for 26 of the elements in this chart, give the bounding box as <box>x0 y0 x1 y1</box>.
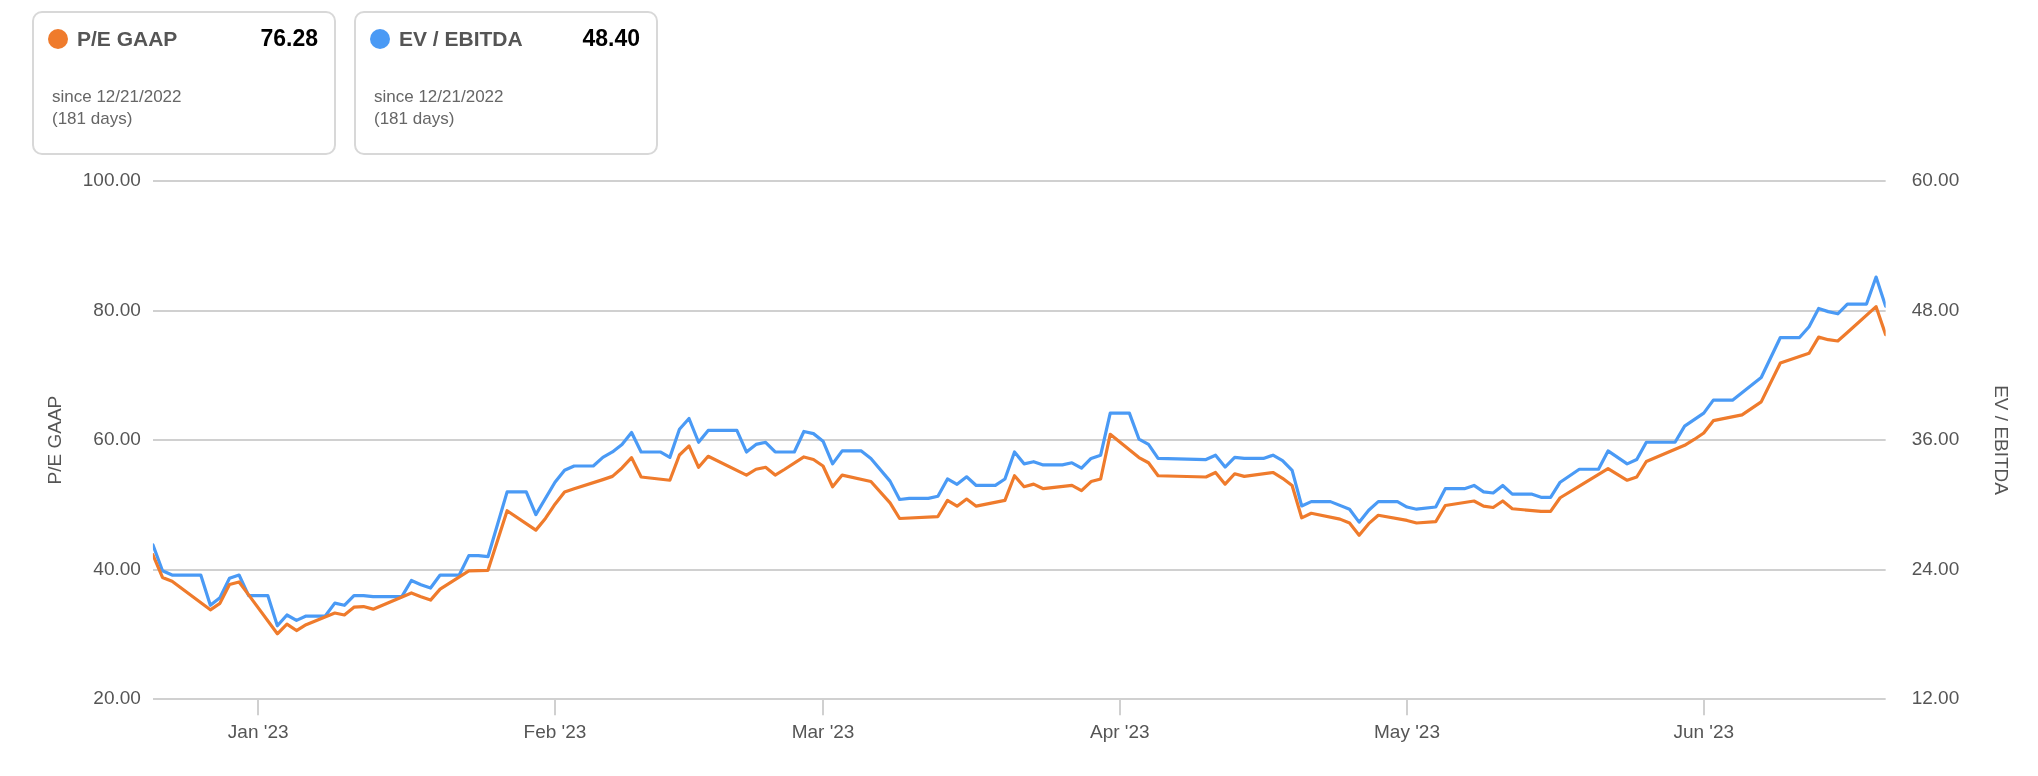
x-tick-label: Feb '23 <box>523 720 587 742</box>
y-tick-label: 60.00 <box>93 428 141 450</box>
text: 48.40 <box>582 25 640 52</box>
x-tick-label: Mar '23 <box>791 720 855 742</box>
x-tick-label: Apr '23 <box>1090 720 1150 742</box>
y-tick-label: 80.00 <box>93 298 141 320</box>
x-tick-label: Jan '23 <box>227 720 289 742</box>
y2-tick-label: 60.00 <box>1911 169 1960 191</box>
y-tick-label: 20.00 <box>93 687 141 709</box>
legend-label: EV / EBITDA <box>398 26 523 51</box>
x-tick-label: Jun '23 <box>1673 720 1735 742</box>
y2-tick-label: 24.00 <box>1911 557 1960 579</box>
legend-label: P/E GAAP <box>76 26 178 51</box>
text: (181 days) <box>374 108 456 130</box>
text: 76.28 <box>260 25 318 52</box>
y2-axis-title: EV / EBITDA <box>1991 385 2013 496</box>
y2-tick-label: 48.00 <box>1911 298 1960 320</box>
text: since 12/21/2022 <box>374 87 504 106</box>
x-tick-label: May '23 <box>1374 720 1440 742</box>
y2-tick-label: 36.00 <box>1911 428 1960 450</box>
y-axis-title: P/E GAAP <box>43 395 65 485</box>
y2-tick-label: 12.00 <box>1911 687 1960 709</box>
text: (181 days) <box>52 109 133 128</box>
y-tick-label: 40.00 <box>93 557 141 579</box>
text: since 12/21/2022 <box>52 86 183 108</box>
y-tick-label: 100.00 <box>82 169 141 191</box>
